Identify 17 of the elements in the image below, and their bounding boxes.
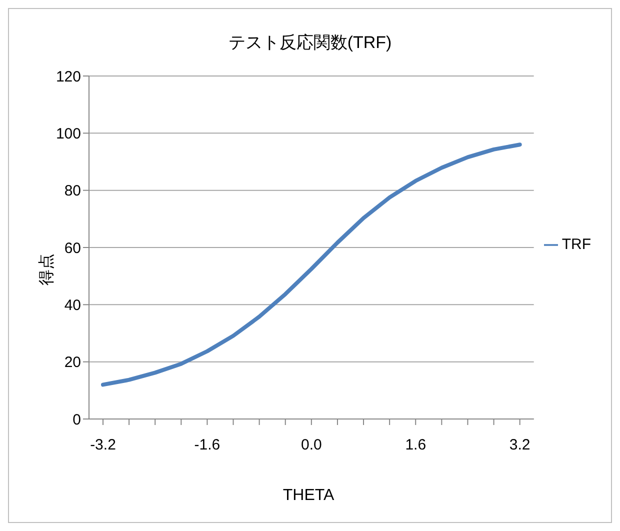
y-tick-label: 60 — [64, 240, 81, 257]
x-axis-title: THETA — [282, 487, 336, 505]
y-tick-label: 120 — [56, 68, 81, 86]
y-tick-label: 0 — [72, 411, 81, 428]
chart-title: テスト反応関数(TRF) — [227, 32, 393, 54]
x-tick-label: 0.0 — [300, 436, 322, 454]
x-tick-label: -3.2 — [90, 436, 116, 454]
line-series — [101, 142, 522, 387]
x-tick-label: 1.6 — [405, 436, 426, 454]
y-tick-label: 20 — [64, 354, 81, 372]
x-tick-label: -1.6 — [194, 436, 220, 454]
legend-label: TRF — [562, 236, 591, 252]
y-tick-label: 40 — [64, 296, 81, 314]
y-tick-label: 80 — [64, 182, 81, 200]
y-axis-title: 得点 — [37, 254, 56, 286]
y-tick-label: 100 — [56, 125, 81, 142]
x-tick-label: 3.2 — [509, 436, 530, 454]
